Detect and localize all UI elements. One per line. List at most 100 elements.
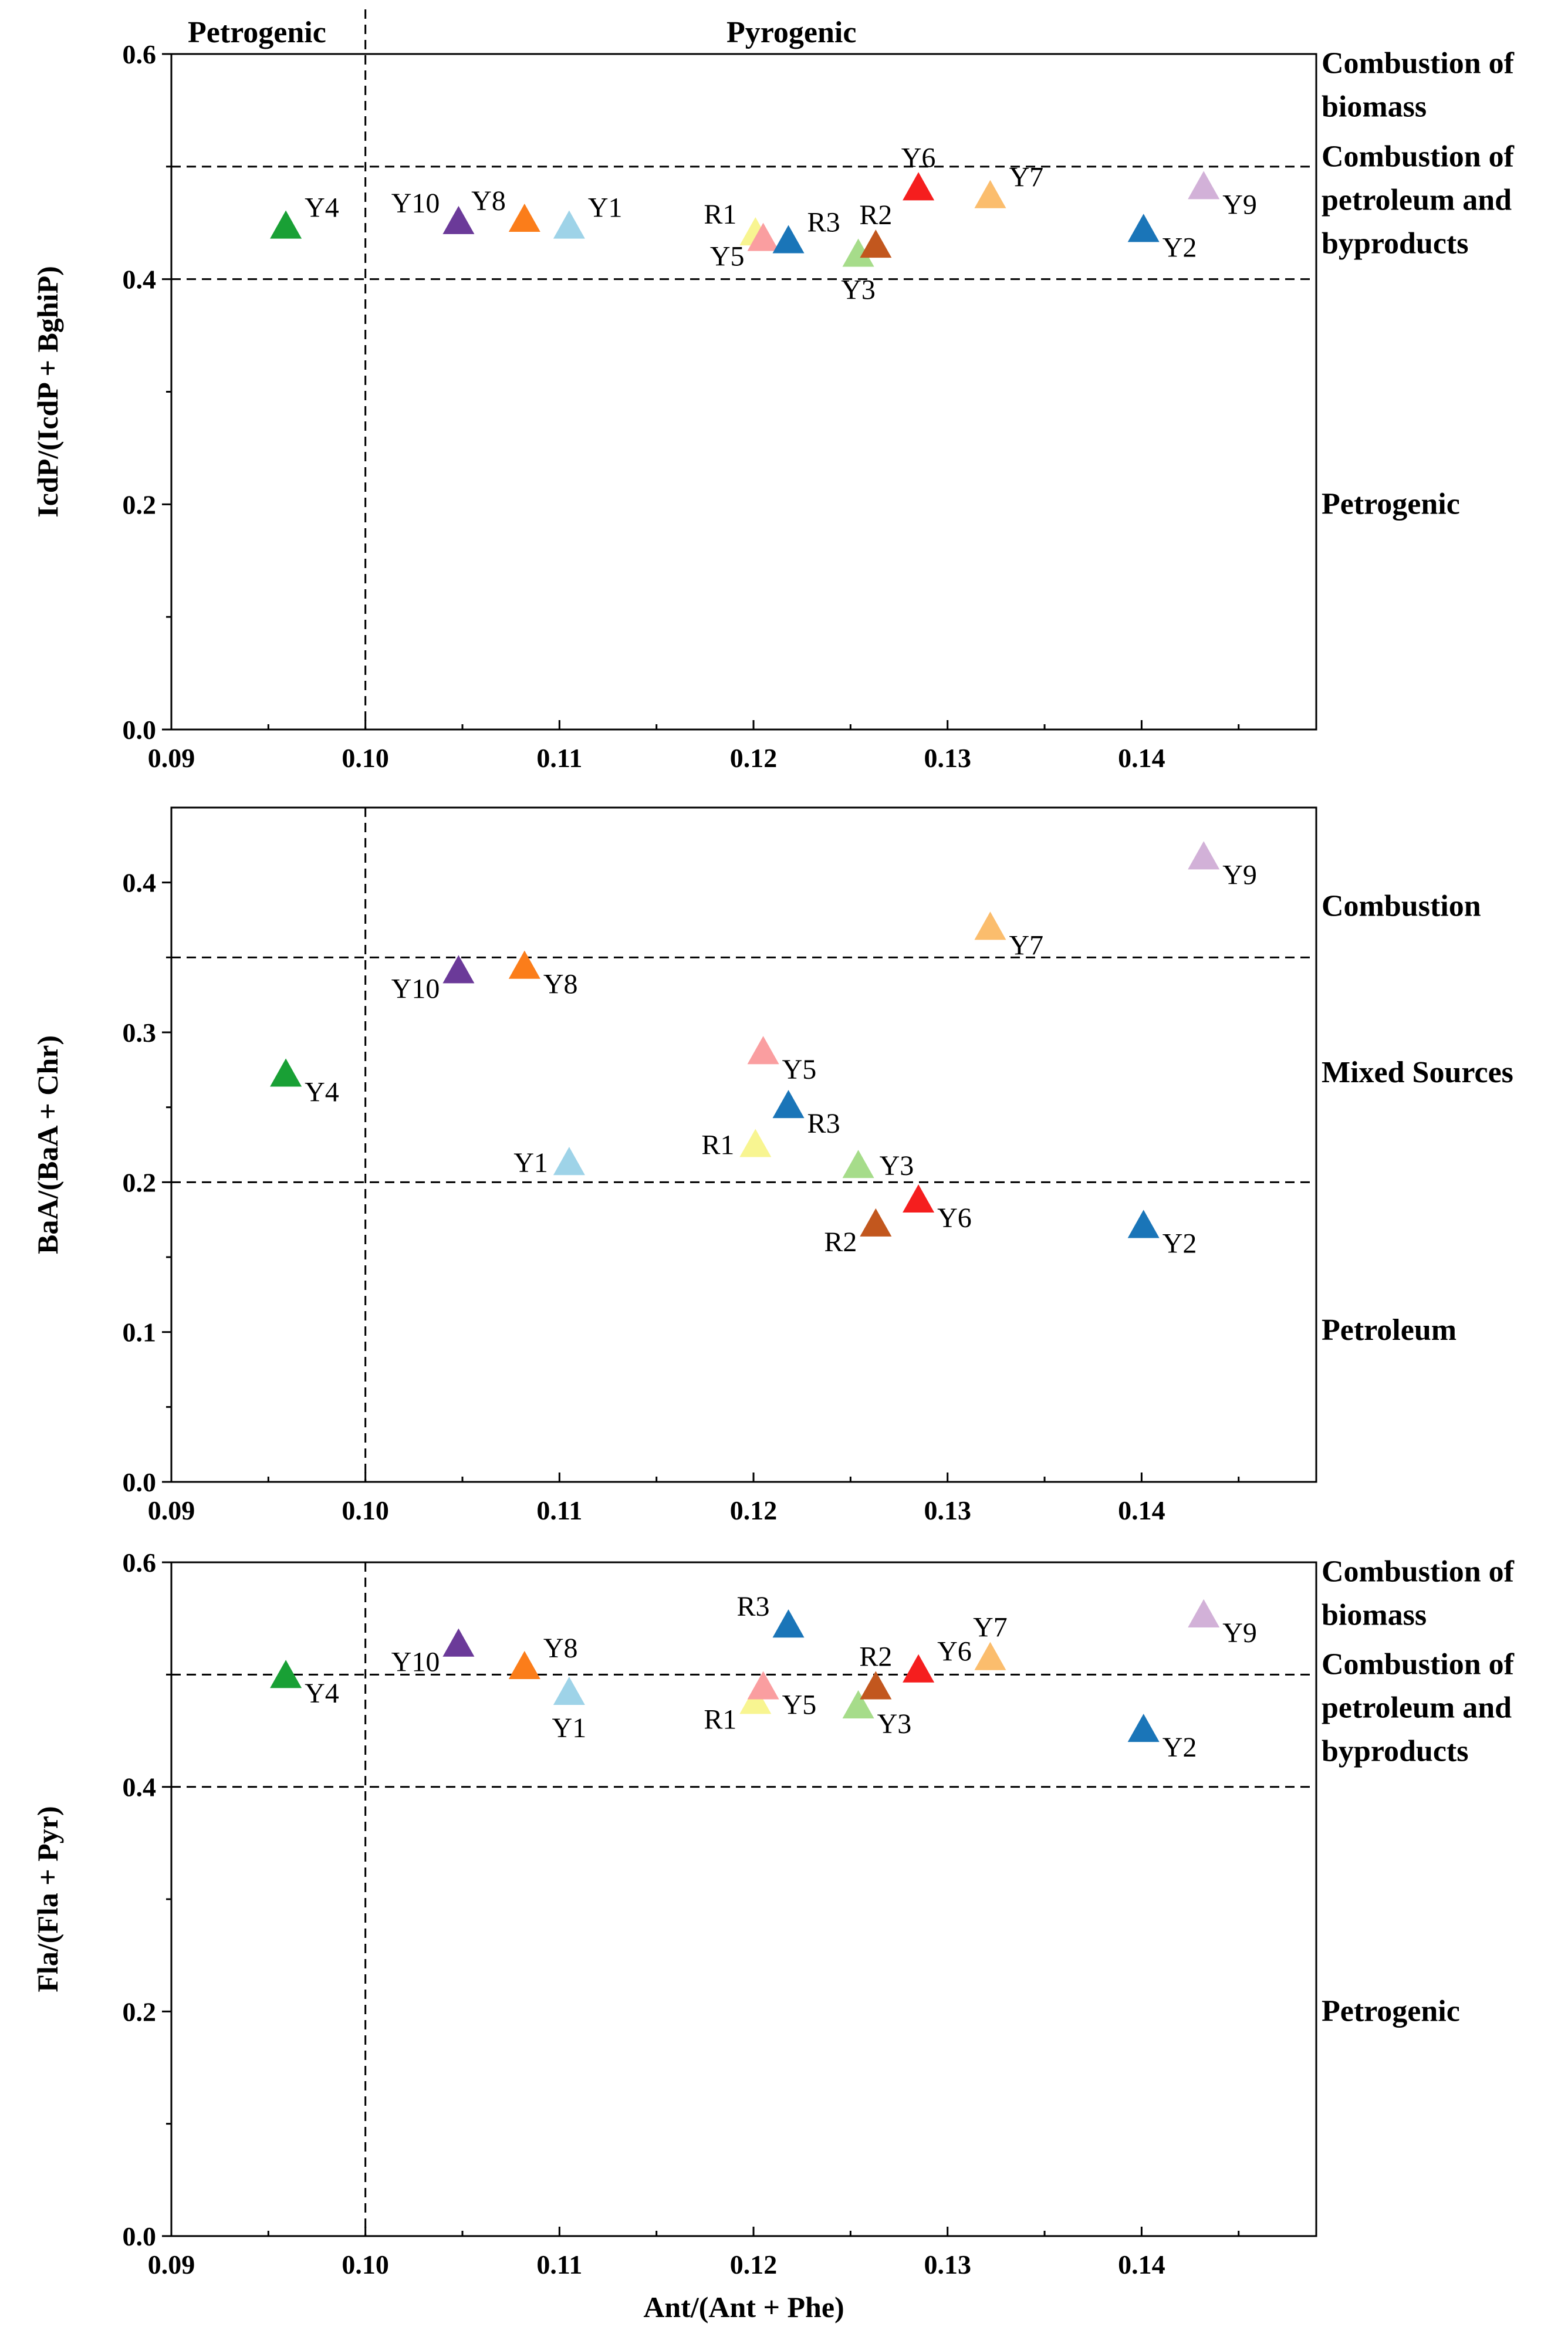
point-label-y6: Y6 <box>937 1636 972 1667</box>
region-label-line: petroleum and <box>1322 1691 1512 1725</box>
point-label-r3: R3 <box>807 207 840 238</box>
point-label-r2: R2 <box>859 200 892 231</box>
point-y4 <box>270 1058 302 1087</box>
point-label-y2: Y2 <box>1163 232 1197 263</box>
point-label-y7: Y7 <box>973 1612 1008 1643</box>
x-tick-label: 0.09 <box>148 1495 195 1525</box>
point-r3 <box>772 225 805 254</box>
y-tick-label: 0.2 <box>123 489 157 519</box>
region-label: Combustion of petroleum and byproducts <box>1322 1648 1515 1768</box>
point-y8 <box>508 1650 540 1679</box>
point-label-r1: R1 <box>704 1704 736 1735</box>
point-label-y4: Y4 <box>305 1678 339 1709</box>
y-tick-label: 0.6 <box>123 1548 157 1578</box>
point-label-y8: Y8 <box>543 969 578 1000</box>
x-tick-label: 0.14 <box>1118 1495 1165 1525</box>
x-tick-label: 0.12 <box>730 2250 778 2279</box>
point-label-y9: Y9 <box>1222 189 1257 220</box>
region-label-line: Combustion of <box>1322 140 1515 173</box>
x-tick-label: 0.12 <box>730 743 778 773</box>
point-y7 <box>974 911 1006 940</box>
x-tick-label: 0.10 <box>342 743 389 773</box>
point-y8 <box>508 203 540 232</box>
point-label-y7: Y7 <box>1009 930 1043 961</box>
point-label-y8: Y8 <box>471 185 506 217</box>
point-y6 <box>903 172 935 201</box>
panels: 0.09 0.10 0.11 0.12 0.13 0.14 0.0 0.2 0.4 0.6 IcdP… <box>31 9 1515 2324</box>
x-axis-label: Ant/(Ant + Phe) <box>643 2291 844 2324</box>
point-label-r2: R2 <box>824 1227 857 1258</box>
top-label-pyrogenic: Pyrogenic <box>726 16 856 49</box>
point-r1 <box>739 1686 772 1714</box>
point-label-y2: Y2 <box>1163 1228 1197 1259</box>
plot-frame <box>170 1561 1317 2237</box>
point-y1 <box>553 210 585 239</box>
region-label-line: Petroleum <box>1322 1313 1457 1347</box>
point-label-y5: Y5 <box>782 1054 817 1085</box>
chart-panel-2: 0.09 0.10 0.11 0.12 0.13 0.14 0.0 0.1 0.2 0.3 0.4 B… <box>31 806 1513 1525</box>
point-label-y10: Y10 <box>391 1647 440 1678</box>
point-y4 <box>270 210 302 239</box>
point-label-y3: Y3 <box>877 1708 912 1740</box>
point-label-y8: Y8 <box>543 1633 578 1664</box>
point-label-r1: R1 <box>701 1130 734 1161</box>
x-tick-label: 0.11 <box>536 1495 582 1525</box>
chart-panel-3: 0.09 0.10 0.11 0.12 0.13 0.14 0.0 0.2 0.4 0.6 Fla/… <box>31 1548 1515 2324</box>
point-label-r3: R3 <box>807 1108 840 1139</box>
point-label-y5: Y5 <box>782 1689 817 1720</box>
x-tick-label: 0.09 <box>148 2250 195 2279</box>
x-tick-label: 0.09 <box>148 743 195 773</box>
point-label-y1: Y1 <box>552 1713 587 1744</box>
y-tick-label: 0.4 <box>123 265 157 295</box>
region-label: Mixed Sources <box>1322 1056 1513 1089</box>
point-y10 <box>442 1628 475 1657</box>
region-label-line: Combustion <box>1322 890 1481 923</box>
x-tick-label: 0.13 <box>924 743 971 773</box>
point-y5 <box>747 1671 779 1700</box>
region-label: Combustion of petroleum and byproducts <box>1322 140 1515 260</box>
point-y8 <box>508 950 540 979</box>
region-label-line: Petrogenic <box>1322 1994 1460 2028</box>
point-y1 <box>553 1147 585 1176</box>
x-tick-label: 0.13 <box>924 1495 971 1525</box>
point-y3 <box>842 238 874 267</box>
point-label-y10: Y10 <box>391 188 440 219</box>
point-r3 <box>772 1090 805 1119</box>
point-label-y4: Y4 <box>305 193 339 224</box>
point-label-y1: Y1 <box>588 193 623 224</box>
point-label-y6: Y6 <box>937 1203 972 1234</box>
region-label-line: Combustion of <box>1322 47 1515 80</box>
y-axis-label: Fla/(Fla + Pyr) <box>31 1806 64 1992</box>
point-label-y5: Y5 <box>710 241 745 272</box>
point-y1 <box>553 1676 585 1706</box>
point-label-y1: Y1 <box>513 1147 548 1178</box>
y-tick-label: 0.0 <box>123 2221 157 2251</box>
y-axis-label: BaA/(BaA + Chr) <box>31 1035 64 1254</box>
region-label-line: biomass <box>1322 1599 1427 1632</box>
point-label-r2: R2 <box>859 1641 892 1672</box>
y-tick-label: 0.0 <box>123 715 157 745</box>
point-label-y9: Y9 <box>1222 859 1257 890</box>
x-tick-label: 0.14 <box>1118 2250 1165 2279</box>
point-y4 <box>270 1660 302 1688</box>
region-label-line: Petrogenic <box>1322 487 1460 521</box>
x-tick-label: 0.14 <box>1118 743 1165 773</box>
y-tick-label: 0.1 <box>123 1318 157 1348</box>
y-axis-label: IcdP/(IcdP + BghiP) <box>31 266 64 518</box>
point-label-y3: Y3 <box>880 1150 914 1181</box>
point-label-r1: R1 <box>704 199 736 230</box>
point-label-y9: Y9 <box>1222 1617 1257 1649</box>
point-y5 <box>747 1036 779 1065</box>
point-r1 <box>739 1129 772 1157</box>
y-tick-label: 0.4 <box>123 868 157 898</box>
point-r2 <box>860 229 892 258</box>
region-label: Combustion of biomass <box>1322 1555 1515 1632</box>
point-label-y2: Y2 <box>1163 1732 1197 1763</box>
point-y3 <box>842 1690 874 1718</box>
region-label: Petroleum <box>1322 1313 1457 1347</box>
x-tick-label: 0.10 <box>342 2250 389 2279</box>
x-tick-label: 0.11 <box>536 2250 582 2279</box>
point-r2 <box>860 1671 892 1700</box>
region-label-line: byproducts <box>1322 1735 1468 1768</box>
region-label: Petrogenic <box>1322 487 1460 521</box>
